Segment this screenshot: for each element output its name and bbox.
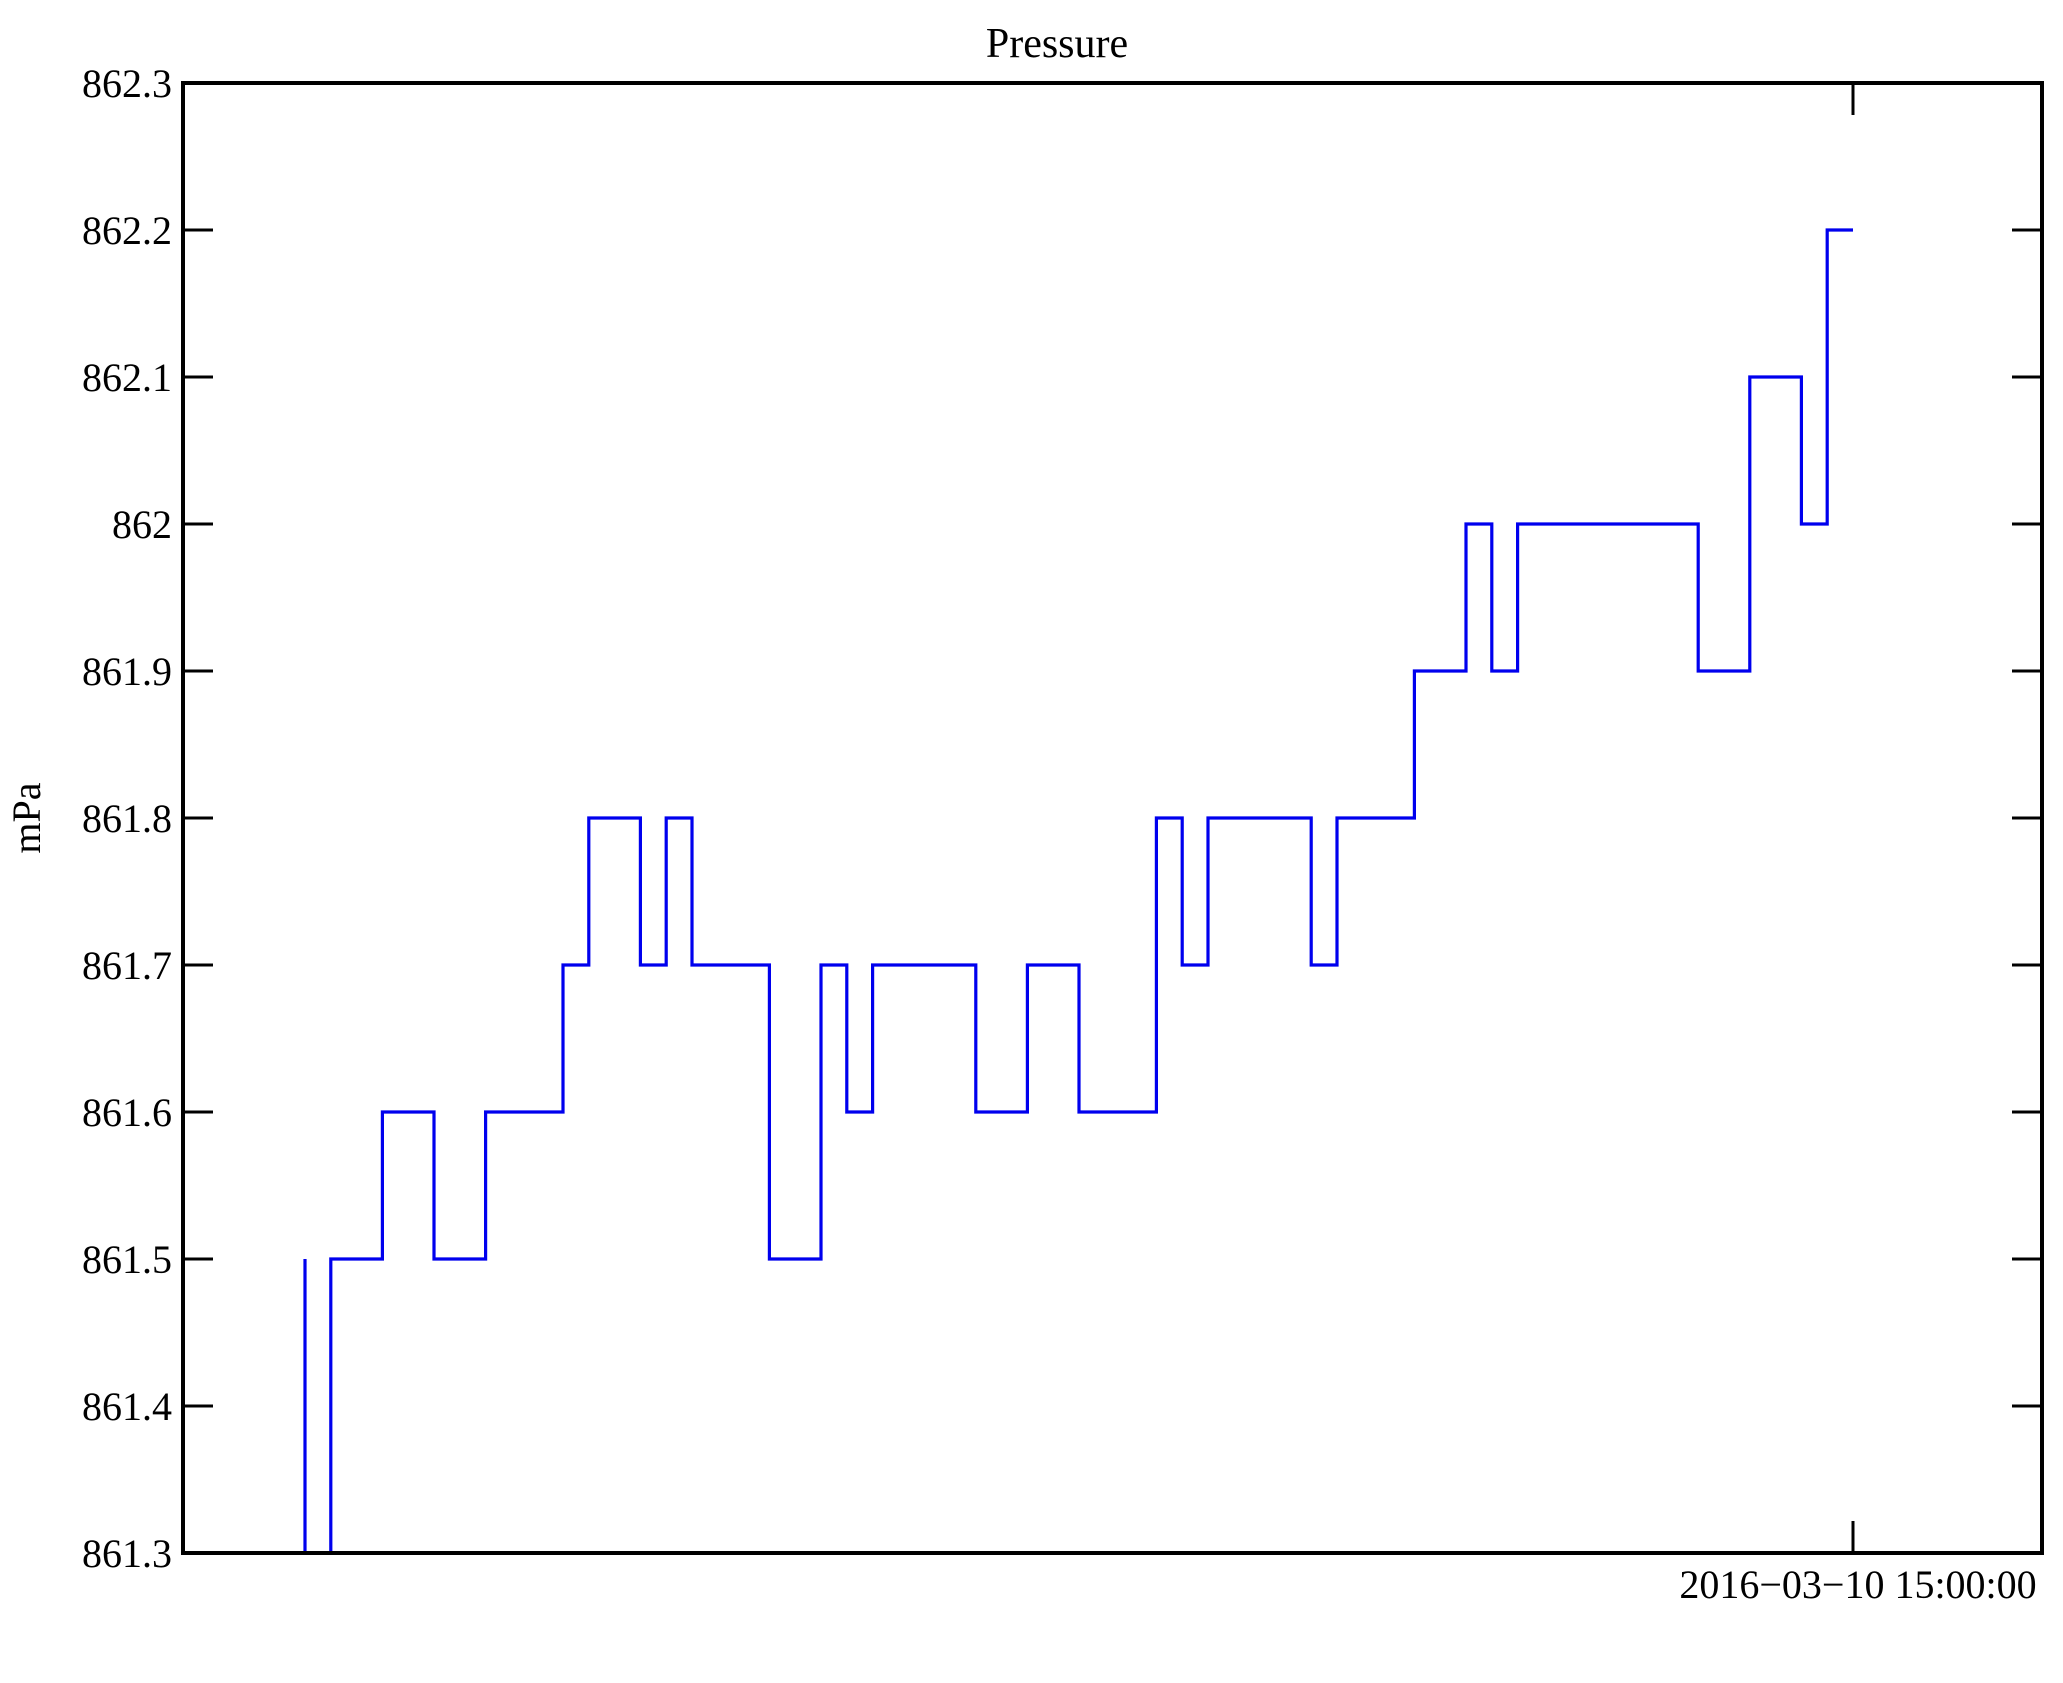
- y-tick-label: 862.1: [82, 355, 172, 400]
- y-tick-marks: [183, 81, 2042, 1555]
- y-axis-label: mPa: [4, 782, 49, 853]
- y-tick-label: 861.4: [82, 1384, 172, 1429]
- x-tick-label: 2016−03−10 15:00:00: [1679, 1562, 2036, 1607]
- y-tick-label: 862.3: [82, 61, 172, 106]
- y-tick-label: 861.9: [82, 649, 172, 694]
- plot-border: [181, 81, 2044, 1555]
- y-tick-labels: 861.3 861.4 861.5 861.6 861.7 861.8 861.9 862 86…: [82, 61, 172, 1576]
- pressure-step-line: [303, 228, 1853, 1555]
- chart-title: Pressure: [986, 21, 1128, 67]
- y-tick-label: 861.8: [82, 796, 172, 841]
- y-tick-label: 861.6: [82, 1090, 172, 1135]
- y-tick-label: 862.2: [82, 208, 172, 253]
- y-tick-label: 861.7: [82, 943, 172, 988]
- y-tick-label: 862: [112, 502, 172, 547]
- y-tick-label: 861.3: [82, 1531, 172, 1576]
- y-tick-label: 861.5: [82, 1237, 172, 1282]
